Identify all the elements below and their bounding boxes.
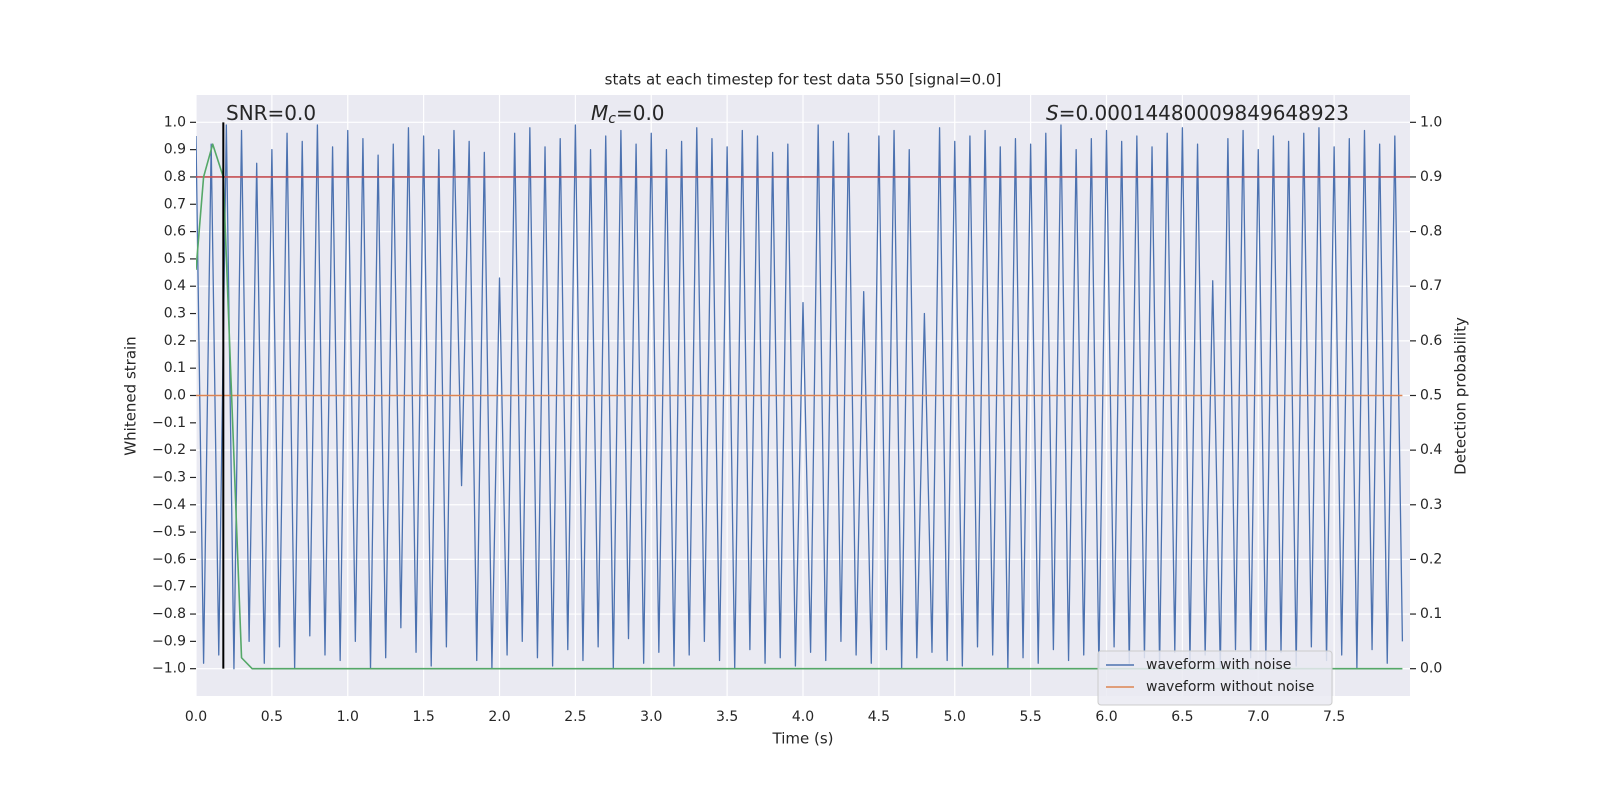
annotation: S=0.00014480009849648923 (1046, 101, 1349, 125)
x-tick-label: 6.5 (1171, 709, 1193, 725)
y-tick-label: 0.4 (164, 278, 186, 294)
legend-box (1097, 650, 1333, 706)
y2-tick-label: 0.2 (1420, 551, 1442, 567)
x-tick-label: 7.5 (1323, 709, 1345, 725)
x-axis-label: Time (s) (772, 730, 834, 748)
x-tick-label: 4.0 (792, 709, 814, 725)
annotation-symbol: M (591, 101, 608, 125)
annotation: Mc=0.0 (591, 101, 665, 128)
annotation-text: =0.00014480009849648923 (1059, 101, 1349, 125)
y-tick-label: −0.8 (152, 606, 186, 622)
y-tick-label: −0.9 (152, 633, 186, 649)
legend-label: waveform with noise (1146, 657, 1291, 673)
x-tick-label: 1.5 (412, 709, 434, 725)
y2-tick-label: 0.6 (1420, 333, 1442, 349)
y-tick-label: 0.5 (164, 251, 186, 267)
x-tick-label: 4.5 (868, 709, 890, 725)
y-tick-label: 1.0 (164, 114, 186, 130)
y-tick-label: 0.6 (164, 224, 186, 240)
y2-tick-label: 0.7 (1420, 278, 1442, 294)
annotation: SNR=0.0 (226, 101, 316, 125)
series-line (196, 124, 1404, 670)
x-tick-label: 5.5 (1019, 709, 1041, 725)
x-tick-label: 2.5 (564, 709, 586, 725)
y-tick-label: 0.2 (164, 333, 186, 349)
y-axis-label: Whitened strain (122, 336, 140, 455)
y2-tick-label: 0.1 (1420, 606, 1442, 622)
annotation-symbol: S (1046, 101, 1059, 125)
y-tick-label: −0.2 (152, 442, 186, 458)
y-tick-label: 0.1 (164, 360, 186, 376)
y-tick-label: 0.9 (164, 142, 186, 158)
x-tick-label: 5.0 (944, 709, 966, 725)
y-tick-label: −0.6 (152, 551, 186, 567)
y-tick-label: −0.5 (152, 524, 186, 540)
annotation-text: =0.0 (616, 101, 665, 125)
y-tick-label: 0.3 (164, 306, 186, 322)
x-tick-label: 1.0 (337, 709, 359, 725)
x-tick-label: 0.0 (185, 709, 207, 725)
x-tick-label: 2.0 (488, 709, 510, 725)
y2-tick-label: 1.0 (1420, 114, 1442, 130)
x-tick-label: 7.0 (1247, 709, 1269, 725)
chart-title: stats at each timestep for test data 550… (605, 71, 1002, 89)
y-tick-label: 0.7 (164, 196, 186, 212)
y-tick-label: 0.8 (164, 169, 186, 185)
axes: 0.0 0.5 1.0 1.5 2.0 2.5 3.0 3.5 4.0 4.5 5.0 5.5 6.0 6… (152, 114, 1442, 725)
y-tick-label: −0.7 (152, 579, 186, 595)
y2-tick-label: 0.0 (1420, 661, 1442, 677)
legend-label: waveform without noise (1146, 679, 1314, 695)
y-tick-label: −0.3 (152, 469, 186, 485)
y2-tick-label: 0.3 (1420, 497, 1442, 513)
y-tick-label: −0.1 (152, 415, 186, 431)
y2-tick-label: 0.9 (1420, 169, 1442, 185)
y-tick-label: −1.0 (152, 661, 186, 677)
x-tick-label: 6.0 (1095, 709, 1117, 725)
marks (196, 122, 1410, 670)
annotation-subscript: c (608, 111, 616, 127)
x-tick-label: 3.0 (640, 709, 662, 725)
y2-axis-label: Detection probability (1452, 317, 1470, 475)
y2-tick-label: 0.4 (1420, 442, 1442, 458)
x-tick-label: 0.5 (261, 709, 283, 725)
y-tick-label: −0.4 (152, 497, 186, 513)
legend: waveform with noise waveform without nois… (1097, 650, 1333, 706)
y-tick-label: 0.0 (164, 388, 186, 404)
annotation-text: SNR=0.0 (226, 101, 316, 125)
x-tick-label: 3.5 (716, 709, 738, 725)
y2-tick-label: 0.8 (1420, 224, 1442, 240)
y2-tick-label: 0.5 (1420, 388, 1442, 404)
